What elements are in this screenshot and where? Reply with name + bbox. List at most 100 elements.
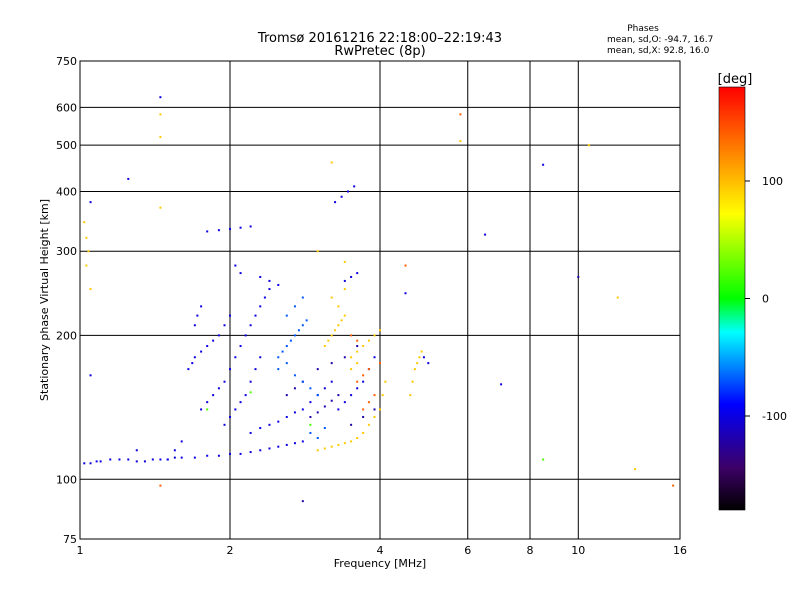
data-point: [309, 431, 312, 434]
data-point: [356, 387, 359, 390]
data-point: [143, 460, 146, 463]
data-point: [350, 356, 353, 359]
data-point: [180, 440, 183, 443]
data-point: [259, 305, 262, 308]
data-point: [330, 161, 333, 164]
data-point: [301, 380, 304, 383]
data-point: [206, 345, 209, 348]
data-point: [420, 350, 423, 353]
data-point: [285, 394, 288, 397]
data-point: [330, 399, 333, 402]
data-point: [127, 458, 130, 461]
data-point: [206, 454, 209, 457]
data-point: [193, 456, 196, 459]
data-point: [379, 362, 381, 365]
data-point: [367, 339, 370, 342]
data-point: [187, 368, 190, 371]
data-point: [285, 362, 288, 365]
data-point: [337, 305, 340, 308]
data-point: [193, 356, 196, 359]
data-point: [285, 314, 288, 317]
data-point: [301, 408, 304, 411]
data-point: [422, 356, 425, 359]
data-point: [285, 345, 288, 348]
data-point: [234, 408, 237, 411]
data-point: [356, 380, 359, 383]
data-point: [234, 264, 237, 267]
data-point: [159, 206, 162, 209]
data-point: [200, 305, 203, 308]
data-point: [217, 387, 220, 390]
data-point: [212, 339, 215, 342]
data-point: [118, 458, 121, 461]
data-point: [259, 449, 262, 452]
data-point: [411, 380, 414, 383]
y-tick-label: 750: [56, 55, 77, 68]
y-tick-label: 300: [56, 245, 77, 258]
data-point: [217, 454, 220, 457]
y-tick-label: 100: [56, 473, 77, 486]
data-point: [151, 458, 154, 461]
data-point: [316, 411, 319, 414]
data-point: [293, 387, 296, 390]
data-point: [234, 356, 237, 359]
data-point: [356, 436, 359, 439]
data-point: [268, 288, 271, 291]
data-point: [244, 334, 247, 337]
data-point: [323, 405, 326, 408]
data-point: [356, 272, 359, 275]
data-point: [356, 350, 359, 353]
data-point: [362, 380, 365, 383]
data-point: [316, 250, 319, 253]
data-point: [346, 190, 349, 193]
data-point: [191, 362, 194, 365]
data-point: [343, 442, 346, 445]
data-point: [229, 452, 231, 455]
data-point: [239, 345, 242, 348]
data-point: [293, 305, 296, 308]
data-point: [87, 250, 90, 253]
data-point: [337, 394, 340, 397]
data-point: [343, 356, 346, 359]
data-point: [206, 401, 209, 404]
data-point: [173, 449, 176, 452]
data-point: [343, 314, 346, 317]
data-point: [223, 324, 226, 327]
data-point: [239, 401, 242, 404]
data-point: [223, 423, 226, 426]
data-point: [193, 324, 196, 327]
data-point: [384, 380, 387, 383]
colorbar-tick-label: -100: [762, 410, 787, 423]
data-point: [343, 288, 346, 291]
data-point: [427, 362, 430, 365]
y-axis-label: Stationary phase Virtual Height [km]: [38, 199, 51, 401]
data-point: [289, 339, 292, 342]
data-point: [362, 431, 365, 434]
data-point: [316, 368, 319, 371]
data-point: [337, 443, 340, 446]
x-tick-label: 4: [377, 544, 384, 557]
data-point: [362, 408, 365, 411]
data-point: [159, 136, 162, 139]
y-tick-labels: 75 100 200 300 400 500 600 750: [56, 55, 77, 546]
data-point: [337, 324, 340, 327]
data-point: [200, 408, 203, 411]
data-point: [223, 380, 226, 383]
data-point: [379, 408, 381, 411]
data-point: [217, 229, 220, 232]
data-point: [323, 345, 326, 348]
data-point: [229, 314, 231, 317]
data-point: [350, 368, 353, 371]
data-point: [327, 339, 330, 342]
data-point: [281, 350, 284, 353]
data-point: [373, 394, 376, 397]
data-point: [89, 462, 92, 465]
data-point: [159, 113, 162, 116]
data-point: [373, 334, 376, 337]
data-point: [337, 408, 340, 411]
data-point: [206, 230, 209, 233]
data-point: [301, 440, 304, 443]
data-point: [89, 201, 92, 204]
data-point: [323, 447, 326, 450]
